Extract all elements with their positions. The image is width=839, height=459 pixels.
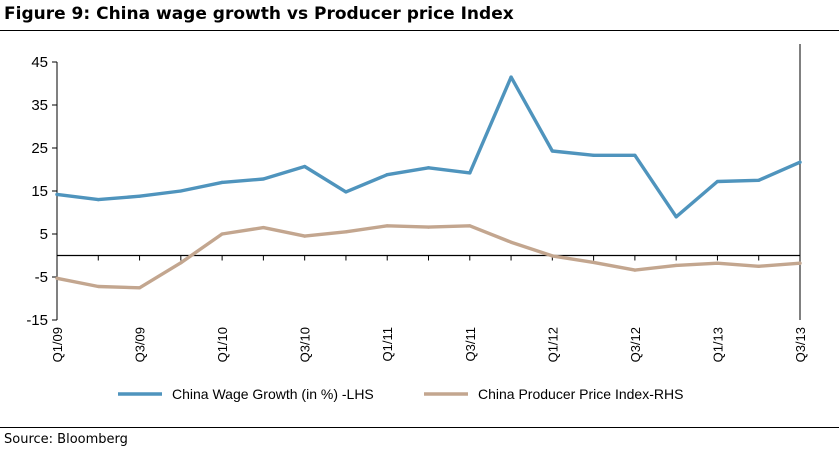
x-tick-label: Q1/13 <box>710 327 725 362</box>
data-point <box>674 215 678 219</box>
line-chart: 45 35 25 15 5 -5 -15 Q1/09 Q3/09 Q1/10 Q3/10 Q1/11… <box>26 44 808 402</box>
legend: China Wage Growth (in %) -LHS China Produ… <box>118 386 683 402</box>
x-tick-label: Q1/10 <box>215 327 230 362</box>
data-point <box>96 284 100 289</box>
x-tick-label: Q3/10 <box>298 327 313 362</box>
x-tick-label: Q1/09 <box>50 327 65 362</box>
figure-title: Figure 9: China wage growth vs Producer … <box>4 4 514 24</box>
data-point <box>550 149 554 153</box>
data-point <box>179 189 183 193</box>
data-point <box>426 225 431 229</box>
bottom-rule <box>0 427 839 428</box>
source-note: Source: Bloomberg <box>4 432 128 447</box>
data-point <box>344 230 348 234</box>
data-point <box>798 160 802 164</box>
data-point <box>385 173 389 177</box>
legend-label-0: China Wage Growth (in %) -LHS <box>172 386 374 402</box>
x-axis: Q1/09 Q3/09 Q1/10 Q3/10 Q1/11 Q3/11 Q1/12 Q3/12… <box>50 254 808 362</box>
data-point <box>798 261 802 265</box>
y-tick-label: -5 <box>35 269 48 286</box>
x-tick-label: Q3/09 <box>133 327 148 362</box>
data-point <box>509 75 513 79</box>
data-point <box>261 177 265 181</box>
data-point <box>344 190 348 194</box>
data-point <box>757 178 761 182</box>
data-point <box>55 276 59 280</box>
data-point <box>550 254 554 258</box>
data-point <box>715 261 720 265</box>
data-point <box>633 153 637 157</box>
x-tick-label: Q3/12 <box>628 327 643 362</box>
y-tick-label: 45 <box>31 54 48 71</box>
y-tick-label: -15 <box>26 312 48 329</box>
data-point <box>592 260 596 264</box>
data-point <box>96 198 100 202</box>
data-point <box>468 171 472 175</box>
data-point <box>385 224 389 228</box>
top-rule <box>0 30 839 31</box>
data-point <box>137 286 142 290</box>
series-line-0 <box>55 75 802 219</box>
x-tick-label: Q3/11 <box>463 327 478 361</box>
data-point <box>426 166 431 170</box>
legend-label-1: China Producer Price Index-RHS <box>478 386 683 402</box>
x-tick-label: Q1/11 <box>380 327 395 361</box>
data-point <box>303 164 307 169</box>
y-tick-label: 25 <box>31 140 48 157</box>
data-point <box>674 263 678 267</box>
data-point <box>715 179 720 184</box>
data-point <box>303 234 307 238</box>
y-tick-label: 35 <box>31 97 48 114</box>
data-point <box>468 224 472 228</box>
data-point <box>592 153 596 157</box>
data-point <box>55 192 59 197</box>
y-tick-label: 5 <box>40 226 48 243</box>
y-axis: 45 35 25 15 5 -5 -15 <box>26 44 801 329</box>
y-tick-label: 15 <box>31 183 48 200</box>
data-point <box>633 268 637 272</box>
data-point <box>137 194 142 198</box>
series-layer <box>55 75 802 290</box>
data-point <box>261 225 265 230</box>
x-tick-label: Q1/12 <box>545 327 560 362</box>
data-point <box>509 240 513 244</box>
data-point <box>220 232 224 236</box>
data-point <box>757 264 761 268</box>
data-point <box>179 261 183 265</box>
x-tick-label: Q3/13 <box>793 327 808 362</box>
data-point <box>220 180 224 184</box>
